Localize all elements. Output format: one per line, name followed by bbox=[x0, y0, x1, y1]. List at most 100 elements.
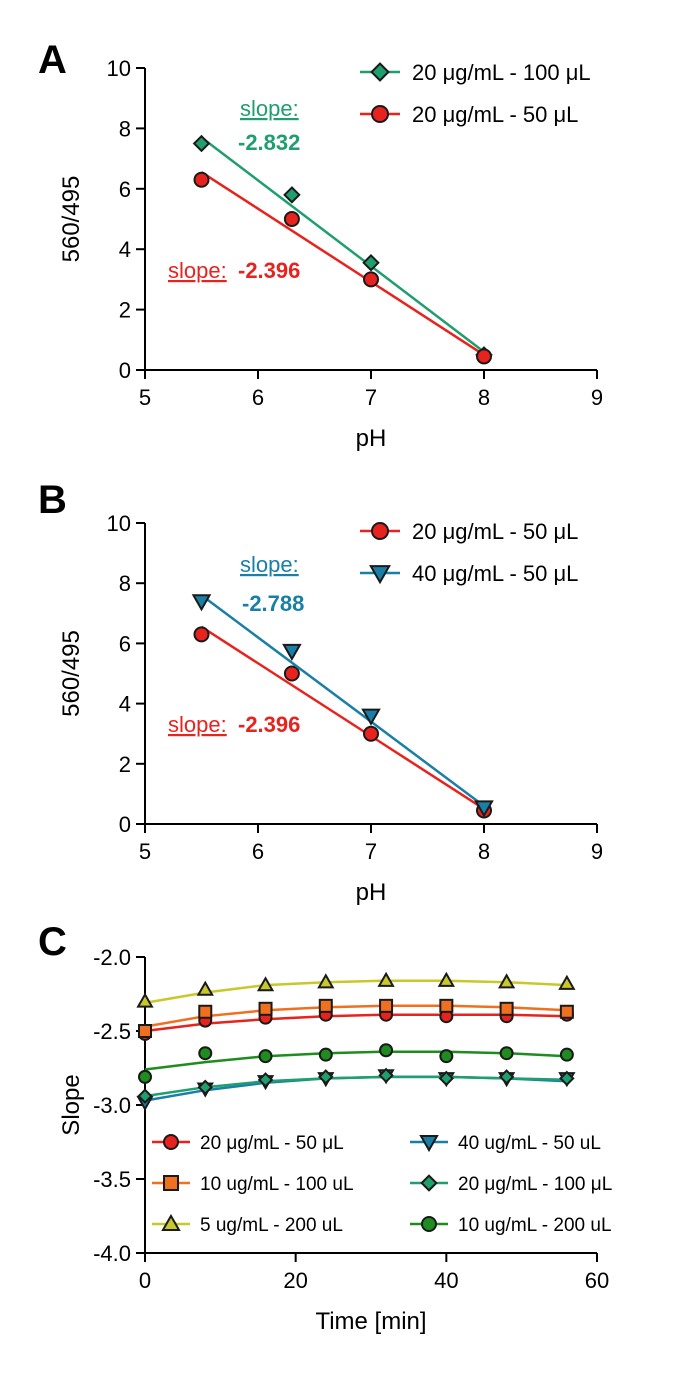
legend-entry: 10 ug/mL - 100 uL bbox=[200, 1174, 354, 1195]
data-point bbox=[198, 1046, 213, 1061]
legend-entry: 20 μg/mL - 50 μL bbox=[412, 102, 578, 127]
x-axis-title: pH bbox=[356, 425, 387, 452]
slope-value: -2.396 bbox=[238, 712, 300, 737]
y-axis-title: 560/495 bbox=[58, 176, 85, 263]
panel-letter-b: B bbox=[38, 478, 67, 522]
data-point bbox=[499, 1046, 514, 1061]
data-point bbox=[283, 665, 300, 682]
legend-marker bbox=[371, 522, 389, 540]
x-tick-label: 40 bbox=[434, 1268, 458, 1293]
y-tick-label: 10 bbox=[107, 511, 131, 536]
fit-curve bbox=[144, 1075, 567, 1098]
legend-marker bbox=[419, 1134, 439, 1153]
data-point bbox=[283, 211, 300, 227]
legend-entry: 20 μg/mL - 50 μL bbox=[200, 1133, 344, 1154]
data-point bbox=[318, 1069, 334, 1085]
slope-annotation: slope: -2.396 bbox=[168, 712, 300, 737]
data-point bbox=[439, 998, 454, 1013]
data-point bbox=[318, 1047, 333, 1062]
y-tick-label: 6 bbox=[119, 631, 131, 656]
fit-curve bbox=[144, 1013, 567, 1033]
chart-panel-c: 0 20 40 60 -2.0 -2.5 -3.0 -3.5 -4.0 Time [min] Slo… bbox=[58, 945, 612, 1335]
series-4 bbox=[137, 1067, 575, 1104]
slope-annotation: slope: -2.396 bbox=[168, 258, 300, 283]
y-axis-title: 560/495 bbox=[58, 630, 85, 717]
data-point bbox=[191, 594, 212, 612]
x-tick-label: 7 bbox=[365, 839, 377, 864]
data-point bbox=[498, 1069, 515, 1085]
x-tick-label: 6 bbox=[252, 385, 264, 410]
data-point bbox=[437, 971, 455, 987]
data-point bbox=[361, 708, 381, 726]
data-point bbox=[378, 1067, 394, 1084]
y-axis-title: Slope bbox=[58, 1074, 85, 1135]
x-tick-label: 7 bbox=[365, 385, 377, 410]
y-tick-label: 8 bbox=[119, 116, 131, 141]
x-tick-label: 8 bbox=[478, 839, 490, 864]
data-point bbox=[363, 271, 379, 288]
data-point bbox=[499, 1001, 514, 1016]
data-point bbox=[438, 1070, 455, 1087]
data-point bbox=[318, 998, 333, 1013]
data-point bbox=[377, 971, 395, 987]
fit-curve bbox=[144, 979, 567, 1005]
data-point bbox=[379, 1043, 394, 1058]
legend: 20 μg/mL - 50 μL 10 ug/mL - 100 uL 5 ug/mL… bbox=[152, 1133, 612, 1236]
y-tick-label: 2 bbox=[119, 298, 131, 323]
y-tick-label: 4 bbox=[119, 692, 131, 717]
y-tick-label: -3.0 bbox=[93, 1093, 131, 1118]
y-tick-label: 6 bbox=[119, 177, 131, 202]
y-tick-label: 0 bbox=[119, 812, 131, 837]
x-tick-label: 6 bbox=[252, 839, 264, 864]
data-point bbox=[196, 980, 214, 996]
y-tick-label: 2 bbox=[119, 752, 131, 777]
slope-label: slope: bbox=[240, 552, 299, 577]
chart-panel-b: 5 6 7 8 9 0 2 4 6 8 10 pH 560/495 20 μg/mL - 50 μL 40 … bbox=[58, 511, 603, 906]
slope-label: slope: bbox=[168, 712, 227, 737]
x-tick-label: 9 bbox=[591, 385, 603, 410]
legend-entry: 20 μg/mL - 100 μL bbox=[412, 60, 591, 85]
panel-letter-a: A bbox=[38, 38, 67, 82]
x-axis-title: Time [min] bbox=[315, 1308, 426, 1335]
data-point bbox=[136, 992, 154, 1008]
y-tick-label: -2.5 bbox=[93, 1019, 131, 1044]
data-point bbox=[258, 1049, 273, 1064]
legend-entry: 20 μg/mL - 100 μL bbox=[458, 1174, 612, 1195]
y-tick-label: -3.5 bbox=[93, 1167, 131, 1192]
data-point bbox=[474, 800, 494, 818]
legend-marker bbox=[370, 62, 390, 82]
x-tick-label: 60 bbox=[585, 1268, 609, 1293]
y-tick-label: 0 bbox=[119, 358, 131, 383]
data-point bbox=[193, 171, 210, 188]
legend: 20 μg/mL - 100 μL 20 μg/mL - 50 μL bbox=[360, 60, 591, 127]
data-point bbox=[559, 1004, 574, 1019]
x-tick-label: 9 bbox=[591, 839, 603, 864]
y-tick-label: -4.0 bbox=[93, 1241, 131, 1266]
data-point bbox=[476, 348, 492, 365]
data-point bbox=[258, 1001, 273, 1016]
slope-annotation: slope: -2.788 bbox=[240, 552, 304, 616]
legend-marker bbox=[371, 105, 389, 123]
y-tick-label: 8 bbox=[119, 571, 131, 596]
data-point bbox=[363, 725, 379, 742]
series-1 bbox=[191, 594, 494, 818]
data-point bbox=[558, 974, 576, 990]
slope-value: -2.396 bbox=[238, 258, 300, 283]
legend-marker bbox=[163, 1175, 179, 1191]
data-point bbox=[138, 1024, 152, 1038]
data-point bbox=[282, 643, 302, 661]
data-point bbox=[559, 1070, 575, 1087]
y-tick-label: 10 bbox=[107, 56, 131, 81]
data-point bbox=[257, 1072, 274, 1088]
panel-letter-c: C bbox=[38, 920, 67, 964]
slope-annotation: slope: -2.832 bbox=[238, 96, 300, 155]
slope-value: -2.832 bbox=[238, 130, 300, 155]
series-2 bbox=[136, 971, 576, 1008]
data-point bbox=[193, 626, 210, 643]
data-point bbox=[283, 186, 301, 204]
legend-marker bbox=[420, 1174, 438, 1192]
x-axis-title: pH bbox=[356, 879, 387, 906]
data-point bbox=[439, 1049, 454, 1064]
